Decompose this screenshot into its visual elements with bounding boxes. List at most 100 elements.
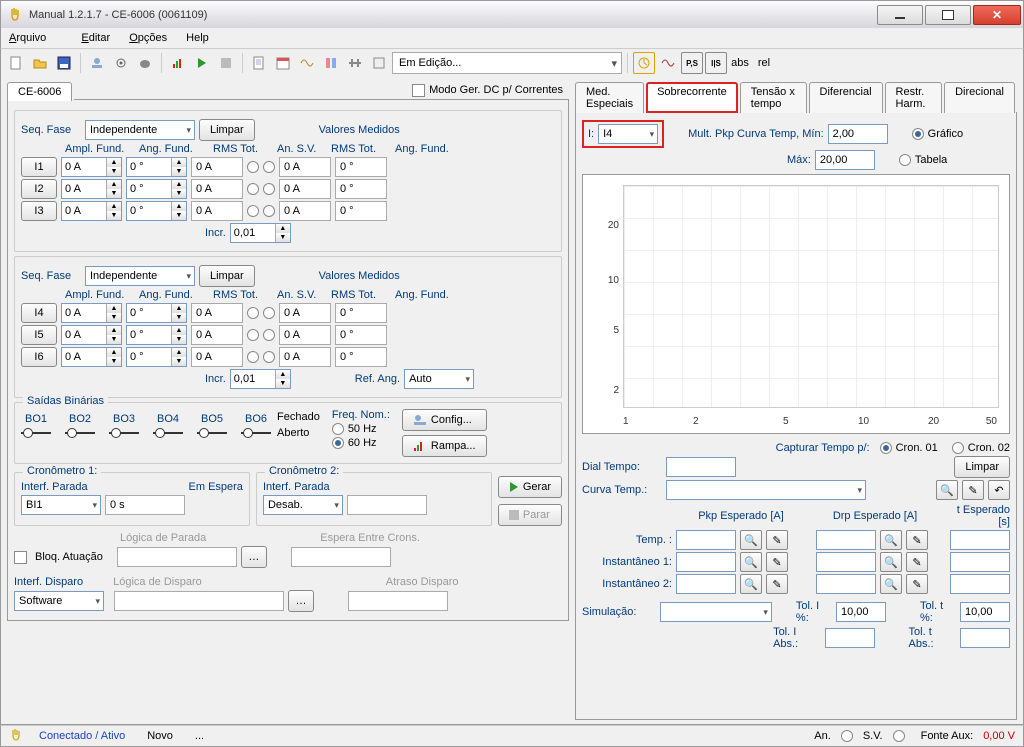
abs-button[interactable]: abs	[729, 52, 751, 74]
save-icon[interactable]	[53, 52, 75, 74]
tab-tensao[interactable]: Tensão x tempo	[740, 82, 807, 113]
bloq-atuacao-check[interactable]	[14, 551, 27, 564]
seq-fase-combo[interactable]: Independente	[85, 120, 195, 140]
tab-sobrecorrente[interactable]: Sobrecorrente	[646, 82, 738, 113]
ansv-dot2[interactable]	[263, 205, 275, 217]
dial-tempo-input[interactable]	[666, 457, 736, 477]
modo-dc-check[interactable]	[412, 84, 425, 97]
logica-disparo-browse[interactable]: …	[288, 590, 314, 612]
ampl-spin[interactable]: ▲▼	[61, 157, 122, 177]
channel-button-I5[interactable]: I5	[21, 325, 57, 345]
channel-button-I4[interactable]: I4	[21, 303, 57, 323]
sine-icon[interactable]	[296, 52, 318, 74]
cron02-radio[interactable]	[952, 442, 964, 454]
clock-icon[interactable]	[633, 52, 655, 74]
ampl-spin[interactable]: ▲▼	[61, 303, 122, 323]
tab-restr-harm[interactable]: Restr. Harm.	[885, 82, 943, 113]
ang-spin[interactable]: ▲▼	[126, 201, 187, 221]
channel-button-I2[interactable]: I2	[21, 179, 57, 199]
edit-icon[interactable]: ✎	[766, 530, 788, 550]
channel-button-I6[interactable]: I6	[21, 347, 57, 367]
ang-spin[interactable]: ▲▼	[126, 157, 187, 177]
ampl-spin[interactable]: ▲▼	[61, 347, 122, 367]
tab-ce6006[interactable]: CE-6006	[7, 82, 72, 101]
lookup-icon[interactable]: 🔍	[740, 552, 762, 572]
edit-state-combo[interactable]: Em Edição...	[392, 52, 622, 74]
calendar-icon[interactable]	[272, 52, 294, 74]
edit-icon[interactable]: ✎	[766, 574, 788, 594]
interf-disparo-combo[interactable]: Software	[14, 591, 104, 611]
tabela-radio[interactable]	[899, 154, 911, 166]
ampl-spin[interactable]: ▲▼	[61, 201, 122, 221]
bo-switch-BO3[interactable]	[109, 425, 139, 441]
bo-switch-BO5[interactable]	[197, 425, 227, 441]
tol-i-pct-input[interactable]	[836, 602, 886, 622]
menu-arquivo[interactable]: Arquivo	[9, 32, 62, 44]
pkp-input[interactable]	[676, 574, 736, 594]
t-esp-input[interactable]	[950, 552, 1010, 572]
maximize-button[interactable]	[925, 5, 971, 25]
undo-icon[interactable]: ↶	[988, 480, 1010, 500]
curva-temp-combo[interactable]	[666, 480, 866, 500]
tol-t-pct-input[interactable]	[960, 602, 1010, 622]
freq-50-radio[interactable]	[332, 423, 344, 435]
ansv-dot1[interactable]	[247, 205, 259, 217]
channel-button-I3[interactable]: I3	[21, 201, 57, 221]
config-button[interactable]: Config...	[402, 409, 487, 431]
i-combo[interactable]: I4	[598, 124, 658, 144]
play-icon[interactable]	[191, 52, 213, 74]
grafico-radio[interactable]	[912, 128, 924, 140]
open-icon[interactable]	[29, 52, 51, 74]
edit-icon[interactable]: ✎	[906, 552, 928, 572]
bo-switch-BO4[interactable]	[153, 425, 183, 441]
ansv-dot2[interactable]	[263, 329, 275, 341]
ang-spin[interactable]: ▲▼	[126, 179, 187, 199]
freq-60-radio[interactable]	[332, 437, 344, 449]
new-icon[interactable]	[5, 52, 27, 74]
tab-direcional[interactable]: Direcional	[944, 82, 1015, 113]
pkp-input[interactable]	[676, 552, 736, 572]
ps-icon[interactable]: P,S	[681, 52, 703, 74]
menu-help[interactable]: Help	[186, 32, 209, 44]
stone-icon[interactable]	[134, 52, 156, 74]
lookup-icon[interactable]: 🔍	[936, 480, 958, 500]
minimize-button[interactable]	[877, 5, 923, 25]
hard-icon[interactable]	[86, 52, 108, 74]
ampl-spin[interactable]: ▲▼	[61, 325, 122, 345]
drp-input[interactable]	[816, 552, 876, 572]
bo-switch-BO6[interactable]	[241, 425, 271, 441]
gear-icon[interactable]	[110, 52, 132, 74]
limpar-button[interactable]: Limpar	[199, 119, 255, 141]
simulacao-combo[interactable]	[660, 602, 772, 622]
is-icon[interactable]: I|S	[705, 52, 727, 74]
lookup-icon[interactable]: 🔍	[880, 530, 902, 550]
ansv-dot2[interactable]	[263, 161, 275, 173]
bars-icon[interactable]	[167, 52, 189, 74]
close-button[interactable]	[973, 5, 1021, 25]
bo-switch-BO2[interactable]	[65, 425, 95, 441]
wave-icon[interactable]	[657, 52, 679, 74]
logica-parada-browse[interactable]: …	[241, 546, 267, 568]
edit-icon[interactable]: ✎	[962, 480, 984, 500]
edit-icon[interactable]: ✎	[906, 530, 928, 550]
t-esp-input[interactable]	[950, 574, 1010, 594]
tool2-icon[interactable]	[344, 52, 366, 74]
mult-pkp-min-input[interactable]	[828, 124, 888, 144]
tol-i-abs-input[interactable]	[825, 628, 875, 648]
ang-spin[interactable]: ▲▼	[126, 303, 187, 323]
ansv-dot2[interactable]	[263, 307, 275, 319]
ansv-dot2[interactable]	[263, 351, 275, 363]
limpar-button[interactable]: Limpar	[199, 265, 255, 287]
tab-diferencial[interactable]: Diferencial	[809, 82, 883, 113]
menu-opcoes[interactable]: Opções	[129, 32, 167, 44]
channel-button-I1[interactable]: I1	[21, 157, 57, 177]
tab-med-especiais[interactable]: Med. Especiais	[575, 82, 644, 113]
doc-icon[interactable]	[248, 52, 270, 74]
ansv-dot1[interactable]	[247, 183, 259, 195]
incr-spin[interactable]: ▲▼	[230, 223, 291, 243]
limpar-button-right[interactable]: Limpar	[954, 456, 1010, 478]
ansv-dot1[interactable]	[247, 161, 259, 173]
ansv-dot1[interactable]	[247, 351, 259, 363]
cron1-bi1-combo[interactable]: BI1	[21, 495, 101, 515]
ang-spin[interactable]: ▲▼	[126, 347, 187, 367]
